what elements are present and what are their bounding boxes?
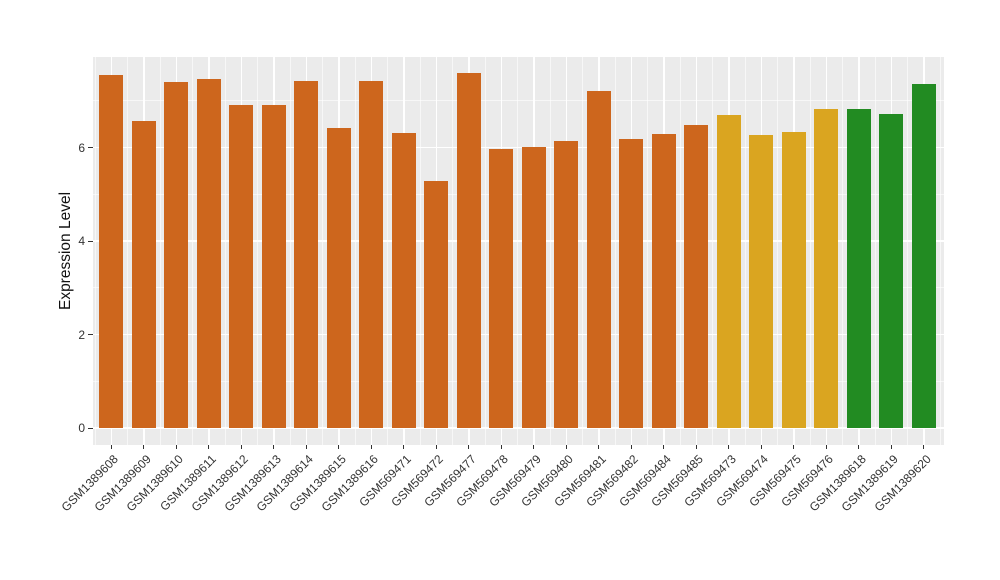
y-axis-title: Expression Level [57,191,74,311]
x-tick-mark [403,445,405,449]
bar-GSM569474 [749,135,774,428]
gridline-minor-vertical [257,57,259,445]
x-tick-mark [533,445,535,449]
gridline-minor-vertical [94,57,96,445]
gridline-minor-vertical [679,57,681,445]
x-tick-mark [143,445,145,449]
x-tick-mark [923,445,925,449]
bar-GSM1389619 [879,113,904,428]
gridline-minor-vertical [452,57,454,445]
bar-GSM1389618 [846,108,871,428]
gridline-major-horizontal [93,240,944,242]
gridline-minor-vertical [354,57,356,445]
y-tick-mark [88,427,93,429]
bar-GSM569472 [424,180,449,428]
gridline-minor-vertical [614,57,616,445]
gridline-minor-vertical [419,57,421,445]
x-tick-mark [760,445,762,449]
gridline-minor-vertical [127,57,129,445]
bar-GSM569475 [781,131,806,428]
x-tick-mark [728,445,730,449]
bar-GSM569481 [586,90,611,428]
y-tick-label: 0 [78,421,85,435]
x-tick-mark [663,445,665,449]
bar-GSM569477 [456,73,481,428]
x-tick-mark [435,445,437,449]
gridline-minor-vertical [549,57,551,445]
gridline-major-horizontal [93,146,944,149]
bar-GSM1389614 [294,81,319,428]
bar-GSM1389608 [99,74,124,428]
x-tick-mark [858,445,860,449]
gridline-minor-vertical [159,57,161,445]
x-tick-mark [598,445,600,449]
gridline-minor-horizontal [93,380,944,382]
gridline-minor-vertical [192,57,194,445]
x-tick-mark [273,445,275,449]
gridline-minor-horizontal [93,193,944,195]
gridline-minor-vertical [322,57,324,445]
x-tick-mark [305,445,307,449]
gridline-minor-vertical [874,57,876,445]
x-tick-mark [240,445,242,449]
x-tick-mark [890,445,892,449]
bar-GSM569484 [651,134,676,428]
gridline-minor-vertical [712,57,714,445]
x-tick-mark [695,445,697,449]
gridline-minor-vertical [582,57,584,445]
bar-GSM569476 [814,108,839,428]
bar-GSM1389613 [261,104,286,428]
x-tick-mark [208,445,210,449]
bar-GSM569485 [684,124,709,428]
gridline-minor-horizontal [93,100,944,102]
bar-GSM1389615 [326,127,351,428]
x-tick-mark [825,445,827,449]
gridline-minor-vertical [777,57,779,445]
bar-GSM1389612 [229,104,254,428]
bar-GSM569471 [391,132,416,428]
gridline-minor-vertical [387,57,389,445]
bar-GSM1389609 [131,121,156,428]
gridline-minor-vertical [647,57,649,445]
x-tick-mark [793,445,795,449]
gridline-major-horizontal [93,427,944,429]
x-tick-mark [468,445,470,449]
x-tick-mark [630,445,632,449]
gridline-minor-vertical [484,57,486,445]
gridline-minor-vertical [809,57,811,445]
gridline-minor-vertical [289,57,291,445]
bar-GSM569480 [554,141,579,428]
y-tick-mark [88,240,93,242]
bar-GSM569479 [521,147,546,428]
x-tick-mark [110,445,112,449]
gridline-minor-vertical [939,57,941,445]
bar-GSM1389611 [196,79,221,428]
x-tick-mark [338,445,340,449]
y-tick-label: 2 [78,327,85,342]
bar-GSM569473 [716,114,741,428]
x-tick-mark [500,445,502,449]
gridline-minor-horizontal [93,287,944,289]
plot-panel [93,57,944,445]
gridline-minor-vertical [224,57,226,445]
gridline-minor-vertical [517,57,519,445]
bar-GSM569478 [489,148,514,428]
x-tick-mark [565,445,567,449]
y-tick-mark [88,147,93,149]
bar-GSM1389620 [911,83,936,428]
gridline-minor-vertical [907,57,909,445]
gridline-major-horizontal [93,333,944,336]
x-tick-mark [175,445,177,449]
gridline-minor-vertical [744,57,746,445]
y-tick-label: 4 [78,234,85,249]
bar-GSM1389610 [164,81,189,428]
bar-GSM569482 [619,139,644,428]
gridline-minor-vertical [842,57,844,445]
bar-GSM1389616 [359,81,384,428]
y-tick-label: 6 [78,140,85,155]
x-tick-mark [370,445,372,449]
y-tick-mark [88,334,93,336]
